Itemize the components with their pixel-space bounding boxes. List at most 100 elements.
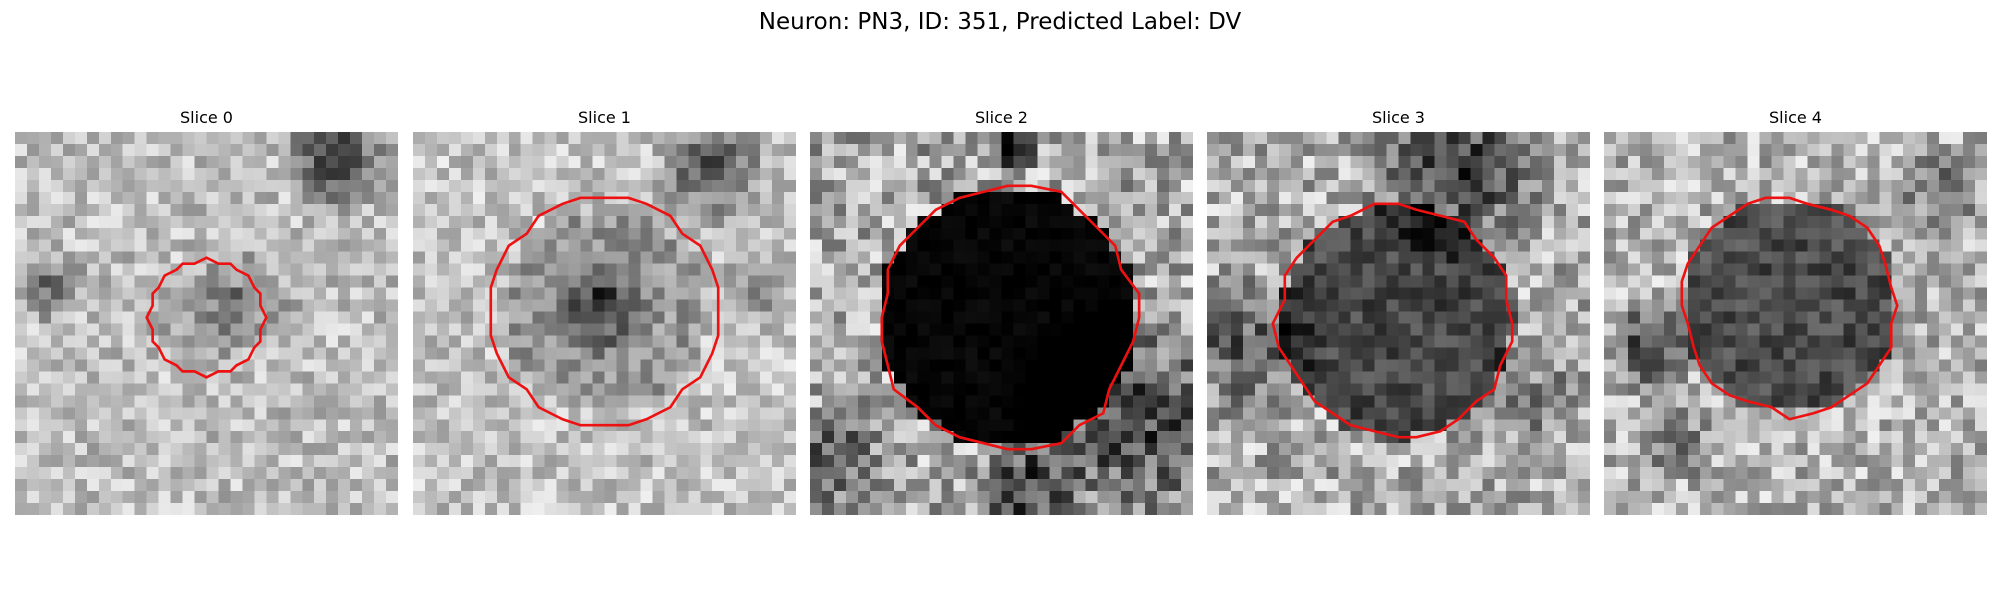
pixel	[1963, 311, 1976, 324]
pixel	[592, 167, 605, 181]
pixel	[1542, 455, 1555, 468]
pixel	[1604, 203, 1617, 217]
pixel	[74, 251, 88, 264]
pixel	[1410, 491, 1423, 504]
pixel	[1181, 455, 1193, 468]
pixel	[98, 179, 111, 193]
pixel	[1422, 311, 1435, 324]
pixel	[929, 311, 942, 324]
pixel	[38, 143, 52, 157]
pixel	[50, 503, 64, 515]
pixel	[1891, 335, 1904, 348]
pixel	[1494, 455, 1507, 468]
pixel	[1711, 407, 1724, 420]
pixel	[676, 455, 689, 468]
pixel	[1350, 239, 1363, 252]
pixel	[833, 167, 847, 181]
pixel	[110, 179, 123, 193]
pixel	[1470, 215, 1483, 228]
pixel	[1362, 251, 1375, 264]
pixel	[833, 455, 847, 468]
pixel	[833, 203, 847, 217]
pixel	[424, 167, 438, 181]
pixel	[845, 155, 859, 169]
pixel	[1747, 143, 1760, 157]
pixel	[953, 167, 966, 181]
pixel	[1434, 227, 1447, 240]
pixel	[1807, 335, 1820, 348]
pixel	[1771, 395, 1784, 408]
pixel	[1723, 419, 1736, 432]
pixel	[712, 263, 725, 276]
pixel	[556, 479, 569, 492]
pixel	[1290, 215, 1303, 228]
pixel	[881, 323, 895, 336]
pixel	[1037, 275, 1050, 288]
pixel	[1747, 227, 1760, 240]
pixel	[1518, 407, 1531, 420]
pixel	[1795, 239, 1808, 252]
pixel	[50, 443, 64, 456]
pixel	[1639, 155, 1653, 169]
pixel	[1506, 479, 1519, 492]
pixel	[1362, 503, 1375, 515]
pixel	[1374, 407, 1387, 420]
pixel	[1314, 311, 1327, 324]
pixel	[628, 455, 641, 468]
pixel	[182, 287, 195, 300]
pixel	[1627, 455, 1641, 468]
pixel	[182, 479, 195, 492]
pixel	[1374, 383, 1387, 396]
pixel	[218, 503, 231, 515]
pixel	[86, 287, 100, 300]
pixel	[1975, 395, 1987, 408]
pixel	[302, 215, 315, 228]
pixel	[110, 167, 123, 181]
pixel	[869, 371, 883, 384]
pixel	[1879, 191, 1892, 205]
pixel	[640, 155, 653, 169]
pixel	[472, 251, 486, 264]
pixel	[230, 239, 243, 252]
pixel	[1097, 467, 1110, 480]
pixel	[640, 455, 653, 468]
pixel	[616, 359, 629, 372]
pixel	[1434, 132, 1447, 145]
pixel	[1891, 419, 1904, 432]
pixel	[688, 227, 701, 240]
pixel	[1530, 371, 1543, 384]
pixel	[977, 239, 990, 252]
pixel	[688, 251, 701, 264]
pixel	[1723, 443, 1736, 456]
pixel	[736, 311, 749, 324]
pixel	[1290, 191, 1303, 205]
pixel	[230, 299, 243, 312]
pixel	[1073, 179, 1086, 193]
pixel	[1181, 311, 1193, 324]
slice-image-0	[15, 132, 398, 515]
pixel	[1879, 287, 1892, 300]
pixel	[1566, 503, 1579, 515]
pixel	[1867, 215, 1880, 228]
pixel	[1927, 347, 1940, 360]
pixel	[1374, 239, 1387, 252]
pixel	[869, 227, 883, 240]
pixel	[592, 347, 605, 360]
pixel	[1639, 335, 1653, 348]
pixel	[1759, 371, 1772, 384]
pixel	[1434, 383, 1447, 396]
pixel	[1338, 491, 1351, 504]
pixel	[1302, 143, 1315, 157]
pixel	[1604, 191, 1617, 205]
pixel	[290, 251, 303, 264]
pixel	[206, 491, 219, 504]
pixel	[1133, 191, 1146, 205]
pixel	[833, 215, 847, 228]
pixel	[194, 227, 207, 240]
pixel	[1398, 215, 1411, 228]
pixel	[1903, 203, 1916, 217]
pixel	[1097, 167, 1110, 181]
pixel	[1771, 287, 1784, 300]
pixel	[424, 251, 438, 264]
pixel	[38, 191, 52, 205]
